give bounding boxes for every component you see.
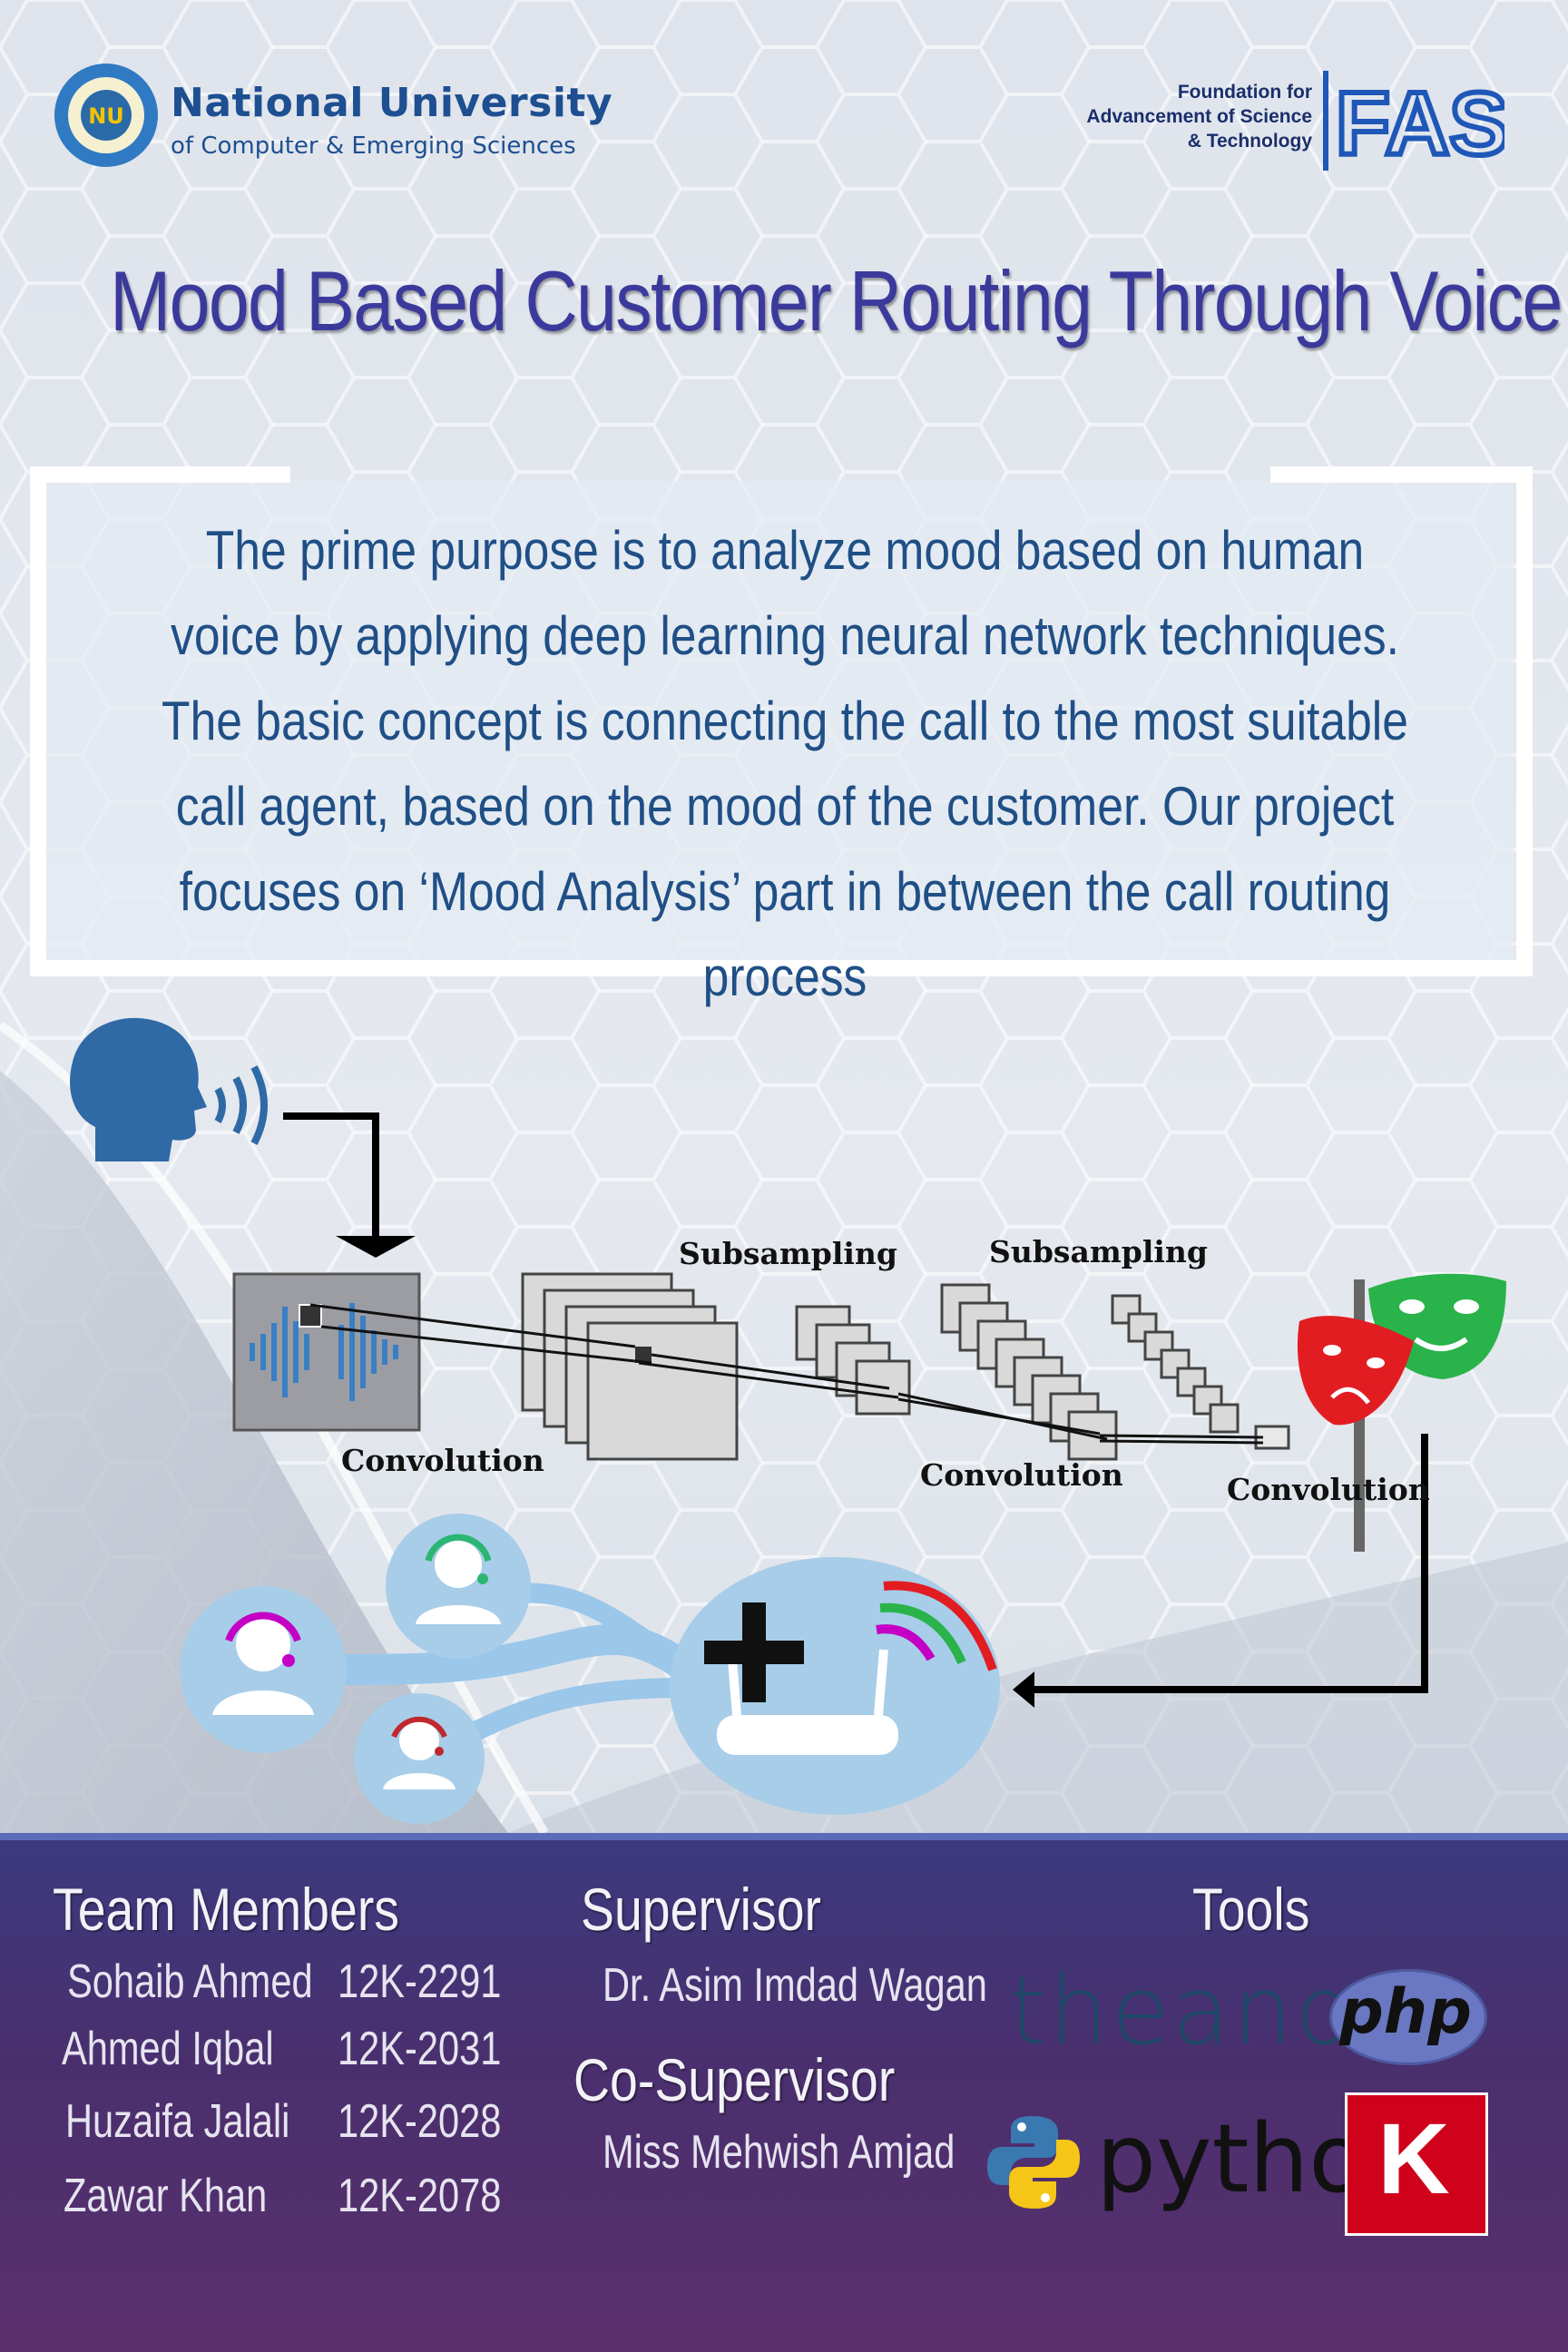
member-name: Huzaifa Jalali (65, 2095, 290, 2148)
label-convolution-2: Convolution (920, 1457, 1123, 1493)
theano-logo: theano (1009, 1955, 1356, 2066)
supervisor-name: Dr. Asim Imdad Wagan (603, 1959, 987, 2012)
cosupervisor-name: Miss Mehwish Amjad (603, 2126, 956, 2179)
footer-panel (0, 1833, 1568, 2352)
poster-title: Mood Based Customer Routing Through Voic… (109, 253, 1568, 348)
member-name: Ahmed Iqbal (62, 2023, 274, 2075)
fast-logo: FAST (1323, 71, 1504, 171)
speaking-head-icon (70, 1017, 268, 1161)
member-id: 12K-2028 (338, 2095, 502, 2148)
php-logo-text: php (1339, 1976, 1472, 2048)
university-name: National University (171, 80, 613, 126)
description-text: The prime purpose is to analyze mood bas… (162, 520, 1408, 1007)
footer-divider (0, 1833, 1568, 1840)
keras-logo (1345, 2092, 1488, 2236)
call-agent-icon (180, 1586, 347, 1753)
voice-waveform-icon (250, 1303, 398, 1401)
supervisor-heading: Supervisor (581, 1876, 821, 1943)
foundation-text: Foundation for Advancement of Science & … (1086, 82, 1312, 152)
label-subsampling-1: Subsampling (679, 1236, 897, 1271)
university-logo: NU (54, 64, 158, 167)
call-agent-icon (354, 1693, 485, 1824)
theater-masks-icon (1297, 1273, 1506, 1552)
team-members-heading: Team Members (53, 1876, 400, 1943)
cnn-diagram (70, 1017, 1506, 1824)
arrow-down-icon (336, 1236, 416, 1258)
description-frame (30, 466, 1533, 976)
member-name: Sohaib Ahmed (67, 1955, 313, 2008)
php-logo (1329, 1969, 1487, 2065)
member-id: 12K-2291 (338, 1955, 502, 2008)
router-icon (670, 1557, 1000, 1815)
svg-text:NU: NU (88, 103, 124, 129)
member-name: Zawar Khan (64, 2170, 268, 2222)
description-panel (45, 481, 1514, 966)
label-subsampling-2: Subsampling (989, 1234, 1208, 1269)
python-icon (987, 2116, 1080, 2209)
fast-logo-text: FAST (1336, 74, 1504, 171)
arrow-left-icon (1013, 1671, 1034, 1708)
call-agent-icon (386, 1514, 531, 1659)
member-id: 12K-2078 (338, 2170, 502, 2222)
label-convolution-3: Convolution (1227, 1472, 1430, 1507)
keras-logo-text: K (1377, 2103, 1450, 2215)
cosupervisor-heading: Co-Supervisor (573, 2046, 896, 2113)
university-subtitle: of Computer & Emerging Sciences (171, 132, 576, 160)
feature-maps-4 (1111, 1294, 1240, 1434)
member-id: 12K-2031 (338, 2023, 502, 2075)
label-convolution-1: Convolution (341, 1443, 544, 1478)
feature-maps-1 (521, 1272, 739, 1461)
tools-heading: Tools (1192, 1876, 1310, 1943)
